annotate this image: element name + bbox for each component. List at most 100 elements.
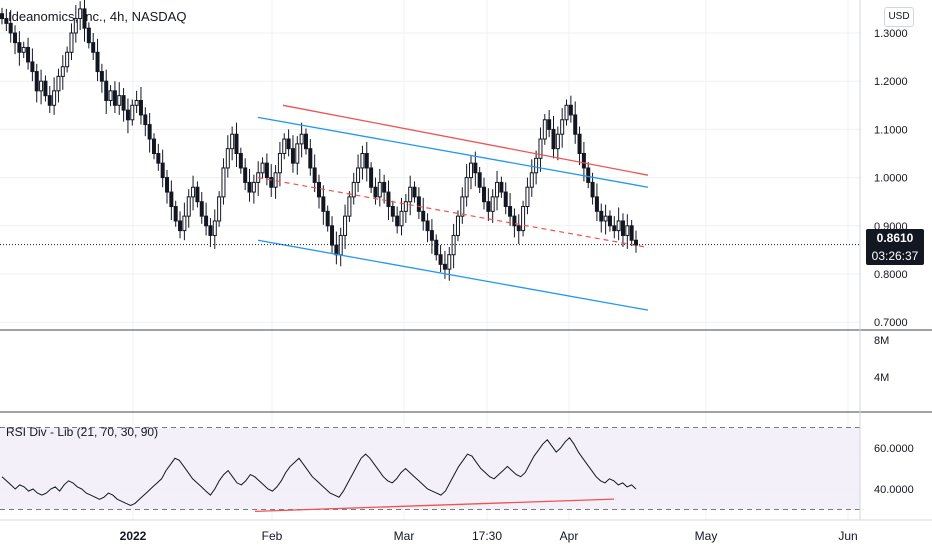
candle [429, 230, 434, 241]
candle [521, 206, 526, 232]
candle [47, 95, 52, 106]
candle [147, 124, 152, 140]
rsi-axis-tick: 60.0000 [874, 443, 914, 455]
candle [4, 18, 9, 24]
candle [273, 172, 278, 188]
price-axis-tick: 0.7000 [874, 317, 908, 329]
candle [217, 196, 222, 222]
time-axis-tick: 17:30 [472, 529, 502, 543]
candle [512, 215, 517, 227]
candle [438, 254, 443, 265]
candle [330, 225, 335, 246]
candle [612, 225, 617, 232]
candle [616, 220, 621, 232]
candle [607, 215, 612, 227]
chart-title: Ideanomics, Inc., 4h, NASDAQ [8, 9, 187, 24]
candle [477, 172, 482, 188]
currency-button[interactable]: USD [884, 7, 914, 27]
candle [277, 153, 282, 174]
candle [99, 71, 104, 82]
candle [495, 181, 500, 198]
candle [65, 51, 70, 68]
candle [369, 167, 374, 188]
candle [30, 61, 35, 73]
candle [160, 162, 165, 179]
candle [169, 191, 174, 208]
candle [104, 80, 109, 101]
candle [60, 66, 65, 77]
candle [629, 225, 634, 241]
candle [269, 177, 274, 188]
candle [73, 18, 78, 34]
time-axis-tick: 2022 [120, 529, 147, 543]
candle [560, 119, 565, 135]
candle [125, 109, 130, 121]
candle [325, 210, 330, 227]
candle [599, 210, 604, 222]
candle [303, 133, 308, 150]
candle [482, 186, 487, 203]
candle [399, 210, 404, 227]
candle [199, 201, 204, 217]
candle [577, 133, 582, 155]
candle [78, 8, 83, 20]
candle [343, 215, 348, 236]
channel-lower-blue [257, 239, 649, 311]
price-axis-tick: 1.0000 [874, 173, 908, 185]
time-axis-tick: Apr [560, 529, 579, 543]
bar-countdown: 03:26:37 [871, 249, 919, 263]
candle [186, 196, 191, 217]
candle [82, 8, 87, 29]
candle [117, 95, 122, 106]
candle [390, 206, 395, 217]
candle [603, 215, 608, 222]
candle [364, 153, 369, 169]
candle [21, 46, 26, 53]
candle [204, 215, 209, 227]
candle [43, 80, 48, 97]
candle [347, 196, 352, 217]
rsi-indicator-label[interactable]: RSI Div - Lib (21, 70, 30, 90) [6, 425, 159, 439]
candle [547, 119, 552, 130]
candle [460, 196, 465, 217]
candle [178, 220, 183, 232]
candle [516, 225, 521, 232]
candle [586, 167, 591, 183]
candle [134, 99, 139, 106]
candle [165, 177, 170, 193]
candle [334, 244, 339, 256]
candle [434, 239, 439, 256]
candle [447, 254, 452, 270]
candle [564, 104, 569, 121]
time-axis-tick: Mar [394, 529, 415, 543]
candle [421, 210, 426, 222]
candle [590, 181, 595, 198]
candle [247, 181, 252, 193]
candle [360, 153, 365, 169]
candle [594, 196, 599, 212]
candle [486, 201, 491, 212]
candle [464, 177, 469, 198]
candle [34, 71, 39, 92]
candle [395, 215, 400, 227]
time-axis-tick: Jun [838, 529, 857, 543]
candle [534, 157, 539, 174]
candle [499, 181, 504, 193]
candle [112, 90, 117, 106]
price-axis-tick: 1.2000 [874, 76, 908, 88]
candle [260, 162, 265, 174]
volume-axis-tick: 4M [874, 372, 889, 384]
candle [416, 196, 421, 212]
candle [143, 114, 148, 126]
candle [251, 181, 256, 193]
rsi-band-fill [0, 427, 860, 510]
candle [0, 13, 4, 20]
candle [620, 220, 625, 236]
candle [191, 186, 196, 198]
candle [173, 206, 178, 222]
candle [299, 133, 304, 145]
candle [425, 220, 430, 232]
candle [234, 133, 239, 155]
candle [52, 90, 57, 106]
